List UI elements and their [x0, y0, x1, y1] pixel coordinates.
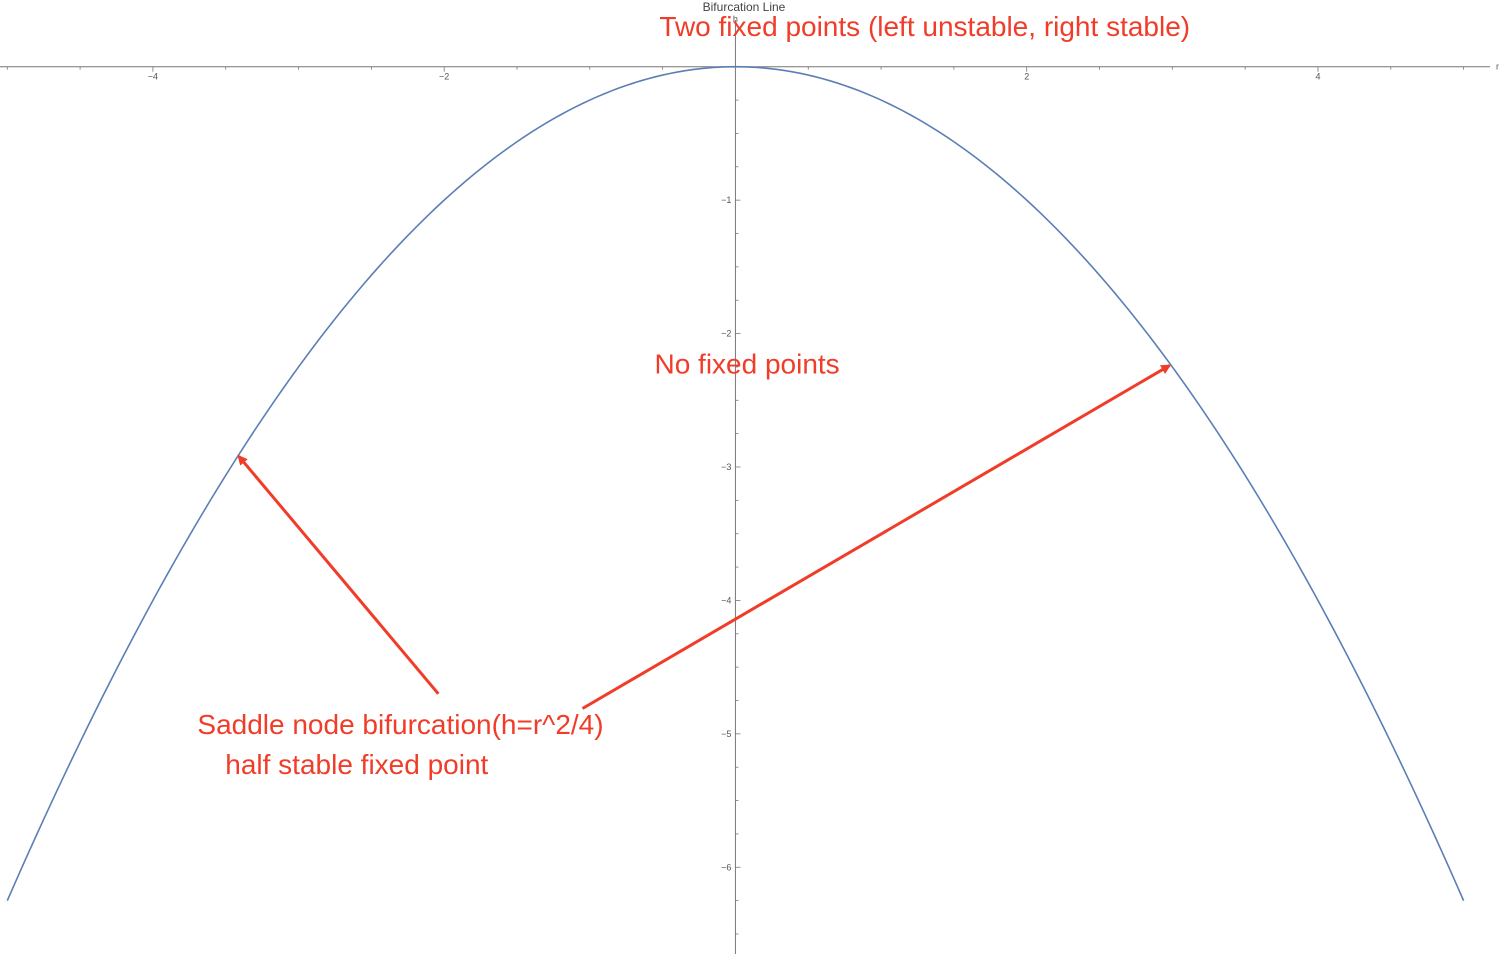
y-tick-label: −6 — [721, 862, 731, 872]
x-axis-label: r — [1496, 62, 1499, 72]
chart-title: Bifurcation Line — [703, 0, 786, 14]
annotation-text: half stable fixed point — [225, 749, 488, 780]
annotation-arrow — [237, 454, 440, 695]
annotation-arrows — [237, 364, 1172, 710]
y-tick-label: −5 — [721, 729, 731, 739]
x-tick-label: −2 — [439, 72, 449, 82]
annotations: Two fixed points (left unstable, right s… — [197, 11, 1190, 780]
y-axis-label: h — [733, 14, 738, 24]
annotation-text: No fixed points — [654, 349, 839, 380]
y-tick-label: −2 — [721, 329, 731, 339]
y-tick-label: −1 — [721, 195, 731, 205]
series-layer — [6, 65, 1465, 901]
axes: −4 −2 2 4 −1 −2 −3 −4 −5 −6 r h — [0, 14, 1499, 954]
x-tick-label: 2 — [1024, 72, 1029, 82]
y-tick-label: −4 — [721, 595, 731, 605]
x-tick-label: 4 — [1315, 72, 1320, 82]
annotation-arrow — [581, 364, 1172, 710]
x-tick-label: −4 — [148, 72, 158, 82]
series-line — [6, 65, 1465, 901]
annotation-text: Two fixed points (left unstable, right s… — [659, 11, 1190, 42]
annotation-text: Saddle node bifurcation(h=r^2/4) — [197, 709, 603, 740]
y-tick-label: −3 — [721, 462, 731, 472]
